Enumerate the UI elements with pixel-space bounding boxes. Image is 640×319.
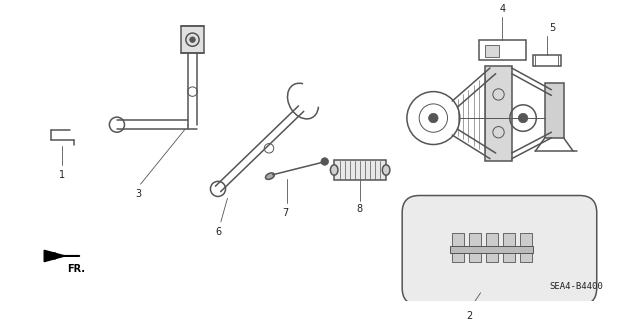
FancyBboxPatch shape (402, 196, 596, 305)
Bar (503, 233, 515, 262)
Ellipse shape (266, 173, 275, 179)
Text: 8: 8 (356, 204, 363, 214)
Bar (532, 55, 561, 66)
Text: 2: 2 (466, 311, 472, 319)
Text: 5: 5 (550, 23, 556, 33)
Bar (452, 233, 463, 262)
Bar (451, 246, 534, 253)
Text: 7: 7 (282, 208, 288, 218)
Circle shape (518, 113, 528, 123)
Bar (469, 233, 481, 262)
Bar (334, 160, 386, 181)
Circle shape (321, 158, 328, 165)
Text: 3: 3 (136, 189, 141, 199)
Bar (485, 66, 512, 160)
Text: FR.: FR. (67, 264, 85, 274)
Bar (181, 26, 204, 53)
Polygon shape (44, 250, 65, 262)
Bar (479, 40, 526, 60)
Bar (520, 233, 532, 262)
Text: 6: 6 (216, 227, 222, 237)
Ellipse shape (382, 165, 390, 175)
Ellipse shape (330, 165, 338, 175)
Bar (485, 45, 499, 57)
Text: 4: 4 (499, 4, 506, 14)
Circle shape (429, 113, 438, 123)
Circle shape (189, 37, 195, 42)
Bar (545, 83, 564, 138)
Text: SEA4-B4400: SEA4-B4400 (550, 282, 604, 291)
Bar (486, 233, 497, 262)
Text: 1: 1 (59, 170, 65, 180)
